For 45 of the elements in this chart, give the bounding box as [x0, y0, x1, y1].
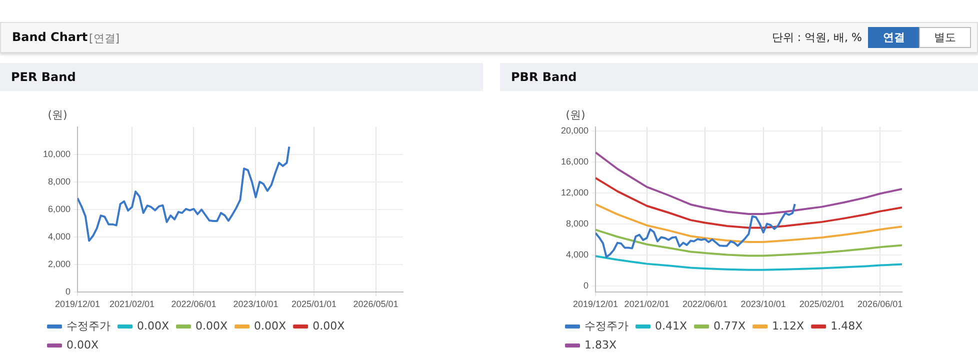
text: Band Chart: [12, 30, 88, 44]
legend-label: 0.77X: [714, 319, 746, 332]
legend-label: 수정주가: [66, 319, 110, 332]
legend-label: 0.00X: [137, 319, 170, 332]
toggle-button[interactable]: 연결: [868, 27, 920, 48]
x-tick-label: 2021/02/01: [109, 299, 155, 310]
legend-label: 1.48X: [830, 319, 864, 332]
y-tick-label: 0: [584, 280, 589, 290]
y-axis-title: (원): [566, 108, 586, 122]
chart-title: PER Band: [0, 63, 483, 91]
y-tick-label: 8,000: [48, 176, 71, 187]
legend-label: 0.41X: [655, 319, 688, 332]
y-tick-label: 8,000: [566, 218, 589, 228]
y-tick-label: 12,000: [560, 187, 589, 198]
text: [연결]: [89, 31, 120, 46]
x-tick-label: 2026/05/01: [353, 299, 398, 310]
x-tick-label: 2021/02/01: [624, 299, 670, 310]
x-tick-label: 2022/06/01: [171, 299, 216, 310]
legend-label: 0.00X: [66, 338, 99, 352]
x-tick-label: 2019/12/01: [55, 299, 100, 310]
x-tick-label: 2025/01/01: [292, 299, 337, 310]
y-tick-label: 16,000: [560, 156, 589, 166]
y-tick-label: 20,000: [560, 125, 589, 136]
y-axis-title: (원): [48, 108, 68, 122]
x-tick-label: 2025/02/01: [799, 299, 844, 310]
x-tick-label: 2019/12/01: [573, 299, 618, 310]
text: 단위 : 억원, 배, %: [772, 30, 862, 45]
y-tick-label: 10,000: [42, 149, 71, 160]
legend-label: 0.00X: [196, 319, 228, 332]
legend-label: 1.12X: [772, 319, 805, 332]
x-tick-label: 2023/10/01: [233, 299, 278, 310]
x-tick-label: 2023/10/01: [740, 299, 786, 310]
legend-label: 1.83X: [584, 338, 617, 352]
legend-label: 수정주가: [584, 319, 628, 332]
y-tick-label: 4,000: [48, 232, 71, 242]
chart-title: PBR Band: [500, 63, 978, 91]
y-tick-label: 0: [66, 286, 71, 297]
y-tick-label: 6,000: [48, 204, 71, 214]
x-tick-label: 2022/06/01: [682, 299, 728, 310]
legend-label: 0.00X: [312, 319, 346, 332]
y-tick-label: 4,000: [566, 249, 589, 260]
y-tick-label: 2,000: [48, 259, 71, 270]
x-tick-label: 2026/06/01: [858, 299, 903, 310]
toggle-button[interactable]: 별도: [919, 27, 971, 48]
legend-label: 0.00X: [254, 319, 287, 332]
